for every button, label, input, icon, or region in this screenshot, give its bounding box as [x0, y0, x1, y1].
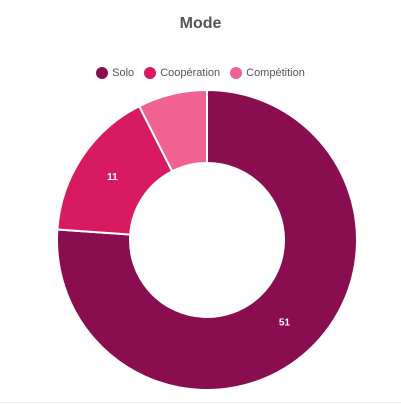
legend-item-competition[interactable]: Compétition	[230, 67, 305, 79]
donut-data-labels: 51 11	[107, 172, 290, 329]
legend-label-cooperation: Coopération	[160, 67, 221, 79]
donut-slices	[56, 89, 358, 391]
legend-swatch-cooperation	[144, 67, 157, 79]
legend: Solo Coopération Compétition	[0, 65, 401, 81]
data-label-cooperation: 11	[107, 172, 118, 183]
slice-competition[interactable]	[138, 89, 208, 173]
slice-cooperation[interactable]	[56, 105, 174, 236]
chart-title: Mode	[179, 15, 222, 32]
legend-item-solo[interactable]: Solo	[96, 67, 134, 79]
legend-swatch-competition	[230, 67, 243, 79]
bottom-divider	[0, 402, 401, 403]
legend-swatch-solo	[96, 67, 109, 79]
data-label-solo: 51	[279, 318, 291, 329]
legend-label-competition: Compétition	[246, 67, 305, 79]
legend-item-cooperation[interactable]: Coopération	[144, 67, 220, 79]
slice-solo[interactable]	[56, 89, 358, 391]
legend-label-solo: Solo	[112, 67, 135, 79]
